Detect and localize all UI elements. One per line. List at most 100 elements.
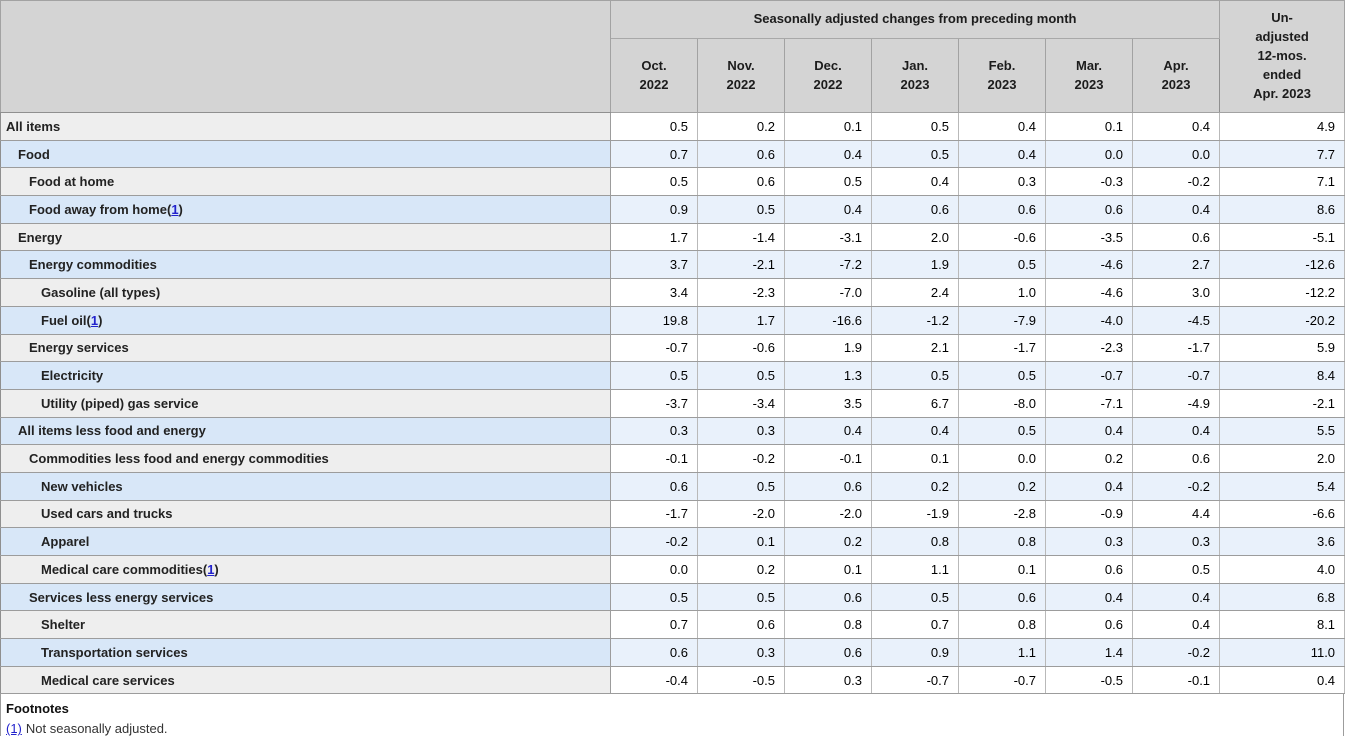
table-row: New vehicles 0.6 0.5 0.6 0.2 0.2 0.4 -0.2 5.4 [0,472,1345,501]
row-label: Medical care services [0,666,611,695]
value-cell: 3.7 [610,250,698,280]
unadjusted-value-cell: 11.0 [1219,638,1345,667]
row-label-text: Transportation services [41,644,188,660]
value-cell: 0.5 [697,472,785,501]
table-row: Fuel oil(1) 19.8 1.7 -16.6 -1.2 -7.9 -4.0 -4.5-… [0,306,1345,335]
value-cell: 0.6 [1132,223,1221,252]
value-cell: -1.7 [610,500,698,529]
value-cell: 0.3 [610,417,698,446]
value-cell: 2.7 [1132,250,1221,280]
table-row: Food at home 0.5 0.6 0.5 0.4 0.3 -0.3 -0.2 7.1 [0,167,1345,197]
footnote-item: (1) Not seasonally adjusted. [6,721,1343,736]
value-cell: 0.3 [1132,527,1221,556]
value-cell: 0.6 [610,638,698,667]
value-cell: -3.5 [1045,223,1133,252]
month-label: Jan. [901,57,928,73]
unadjusted-value-cell: 8.1 [1219,610,1345,640]
unadjusted-value-cell: 4.0 [1219,555,1345,584]
value-cell: 0.6 [784,472,872,501]
value-cell: -0.1 [610,444,698,473]
footnote-ref-link[interactable]: 1 [207,561,215,577]
value-cell: -16.6 [784,306,872,335]
unadjusted-header-line: Apr. 2023 [1253,85,1311,101]
unadjusted-value-cell: -2.1 [1219,389,1345,418]
value-cell: -4.9 [1132,389,1221,418]
month-label: Oct. [641,57,667,73]
value-cell: 0.6 [958,195,1046,224]
row-label: Food [0,140,611,169]
value-cell: 0.4 [784,140,872,169]
row-label-text: Used cars and trucks [41,506,173,522]
row-label-text: All items less food and energy [18,423,206,439]
value-cell: 0.6 [1045,555,1133,584]
table-row: Medical care services -0.4 -0.5 0.3 -0.7 -0.7… [0,666,1345,695]
value-cell: 0.8 [958,527,1046,556]
unadjusted-value-cell: 5.9 [1219,334,1345,363]
value-cell: -4.6 [1045,250,1133,280]
value-cell: -3.4 [697,389,785,418]
unadjusted-value-cell: 6.8 [1219,583,1345,612]
value-cell: -3.1 [784,223,872,252]
table-row: Gasoline (all types) 3.4 -2.3 -7.0 2.4 1.0 -4.… [0,278,1345,307]
footnote-1-link[interactable]: (1) [6,721,22,737]
table-row: Energy services -0.7 -0.6 1.9 2.1 -1.7 -2.3 -1.… [0,334,1345,363]
value-cell: 0.4 [784,417,872,446]
value-cell: -0.9 [1045,500,1133,529]
value-cell: 0.5 [610,361,698,390]
value-cell: 0.8 [958,610,1046,640]
value-cell: 19.8 [610,306,698,335]
value-cell: 0.5 [958,250,1046,280]
value-cell: -0.4 [610,666,698,695]
row-label-text: Energy services [29,340,129,356]
value-cell: -0.2 [697,444,785,473]
paren-open: ( [166,201,172,217]
value-cell: 0.0 [1132,140,1221,169]
value-cell: 0.3 [697,638,785,667]
value-cell: -0.2 [1132,472,1221,501]
value-cell: 0.5 [610,167,698,197]
footnote-1-text: Not seasonally adjusted. [25,721,168,737]
row-label-text: Apparel [41,534,90,550]
footnote-ref-link[interactable]: 1 [171,201,179,217]
value-cell: 0.5 [871,361,959,390]
value-cell: -4.5 [1132,306,1221,335]
value-cell: -2.8 [958,500,1046,529]
value-cell: 1.4 [1045,638,1133,667]
row-label: Gasoline (all types) [0,278,611,307]
value-cell: 0.4 [1045,583,1133,612]
value-cell: 0.5 [958,417,1046,446]
value-cell: 0.4 [1045,472,1133,501]
value-cell: 0.6 [1132,444,1221,473]
value-cell: -8.0 [958,389,1046,418]
column-header-jan-2023: Jan. 2023 [871,38,959,113]
value-cell: 1.9 [871,250,959,280]
paren-close: ) [98,312,103,328]
value-cell: -0.3 [1045,167,1133,197]
value-cell: -3.7 [610,389,698,418]
value-cell: -1.2 [871,306,959,335]
value-cell: 0.8 [871,527,959,556]
footnote-ref-link[interactable]: 1 [90,312,99,328]
value-cell: 0.2 [871,472,959,501]
value-cell: -0.1 [1132,666,1221,695]
value-cell: 0.1 [871,444,959,473]
value-cell: 0.6 [697,140,785,169]
value-cell: 0.4 [871,417,959,446]
value-cell: 0.4 [1132,417,1221,446]
value-cell: 6.7 [871,389,959,418]
value-cell: 0.4 [784,195,872,224]
table-row: Energy 1.7 -1.4 -3.1 2.0 -0.6 -3.5 0.6 -5.1 [0,223,1345,252]
table-row: All items 0.5 0.2 0.1 0.5 0.4 0.1 0.4 4.9 [0,112,1345,141]
table-row: Energy commodities 3.7 -2.1 -7.2 1.9 0.5 -4.6 2… [0,250,1345,280]
table-row: Electricity 0.5 0.5 1.3 0.5 0.5 -0.7 -0.7 8.4 [0,361,1345,390]
value-cell: 0.5 [697,195,785,224]
value-cell: 0.1 [958,555,1046,584]
value-cell: -0.1 [784,444,872,473]
unadjusted-header-line: adjusted [1255,29,1309,45]
value-cell: 0.7 [610,140,698,169]
value-cell: 4.4 [1132,500,1221,529]
row-label-text: Energy commodities [29,257,157,273]
row-label-text: Food at home [29,174,115,190]
value-cell: -0.2 [610,527,698,556]
value-cell: -0.5 [697,666,785,695]
